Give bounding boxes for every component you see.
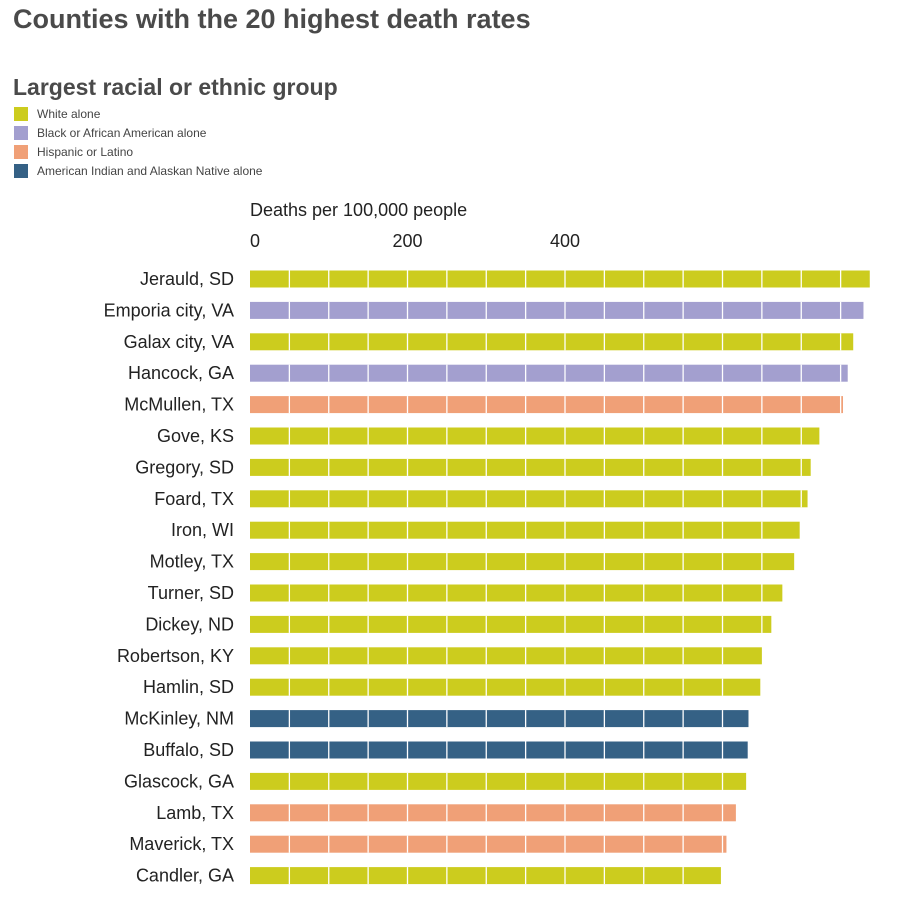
legend-swatch	[14, 144, 28, 159]
legend-label: Hispanic or Latino	[37, 144, 134, 159]
legend-swatch	[14, 106, 28, 121]
bar	[250, 584, 783, 602]
bar	[250, 364, 848, 382]
legend-swatch	[14, 125, 28, 140]
bar	[250, 804, 736, 822]
legend-item: White alone	[14, 104, 262, 123]
legend-item: Black or African American alone	[14, 123, 262, 142]
bar	[250, 867, 721, 885]
bar	[250, 647, 762, 665]
legend: White alone Black or African American alo…	[14, 104, 262, 180]
bar	[250, 333, 854, 351]
category-label: Candler, GA	[136, 866, 234, 886]
x-tick-label: 200	[392, 231, 422, 251]
legend-swatch	[14, 163, 28, 178]
bar	[250, 741, 748, 759]
bar	[250, 396, 843, 414]
chart-title: Counties with the 20 highest death rates	[13, 4, 531, 34]
x-tick-label: 400	[550, 231, 580, 251]
category-label: McKinley, NM	[124, 709, 234, 729]
bar	[250, 615, 772, 633]
bar	[250, 678, 761, 696]
bar	[250, 553, 795, 571]
bar	[250, 490, 808, 508]
x-tick-label: 0	[250, 231, 260, 251]
category-label: Jerauld, SD	[140, 269, 234, 289]
legend-label: White alone	[37, 106, 101, 121]
category-label: Hamlin, SD	[143, 677, 234, 697]
category-label: Glascock, GA	[124, 771, 234, 791]
category-label: Foard, TX	[154, 489, 234, 509]
category-label: Iron, WI	[171, 520, 234, 540]
category-label: Robertson, KY	[117, 646, 234, 666]
bar	[250, 835, 727, 853]
bar	[250, 427, 820, 445]
category-label: Lamb, TX	[156, 803, 234, 823]
legend-label: American Indian and Alaskan Native alone	[37, 163, 263, 178]
bar	[250, 772, 747, 790]
bar	[250, 710, 749, 728]
bar	[250, 458, 811, 476]
category-label: Hancock, GA	[128, 363, 234, 383]
legend-item: Hispanic or Latino	[14, 142, 262, 161]
bar	[250, 301, 864, 319]
x-axis-title: Deaths per 100,000 people	[250, 200, 467, 220]
category-label: Motley, TX	[150, 552, 234, 572]
category-label: Dickey, ND	[145, 614, 234, 634]
bar	[250, 521, 800, 539]
legend-title: Largest racial or ethnic group	[13, 74, 338, 100]
legend-item: American Indian and Alaskan Native alone	[14, 161, 262, 180]
category-label: Galax city, VA	[124, 332, 234, 352]
bar	[250, 270, 870, 288]
category-label: McMullen, TX	[124, 395, 234, 415]
category-label: Buffalo, SD	[143, 740, 234, 760]
category-label: Maverick, TX	[129, 834, 234, 854]
category-label: Emporia city, VA	[104, 300, 234, 320]
category-label: Gove, KS	[157, 426, 234, 446]
legend-label: Black or African American alone	[37, 125, 207, 140]
category-label: Gregory, SD	[135, 457, 234, 477]
category-label: Turner, SD	[148, 583, 234, 603]
